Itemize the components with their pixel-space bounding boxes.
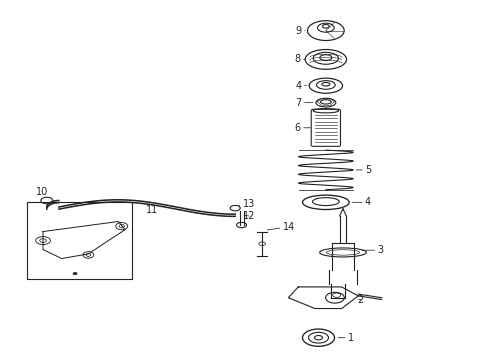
Text: 4: 4	[296, 81, 306, 91]
Text: 10: 10	[36, 187, 48, 197]
Ellipse shape	[73, 273, 77, 275]
Text: 14: 14	[268, 222, 295, 232]
Text: 5: 5	[356, 165, 371, 175]
Text: 1: 1	[338, 333, 354, 343]
Text: 12: 12	[243, 211, 255, 221]
Text: 6: 6	[294, 123, 310, 133]
Bar	[27, 202, 132, 279]
Text: 3: 3	[363, 245, 384, 255]
Text: 2: 2	[358, 294, 364, 305]
Text: 7: 7	[295, 98, 313, 108]
Text: 8: 8	[294, 54, 305, 64]
Text: 9: 9	[296, 26, 305, 36]
Text: 13: 13	[239, 199, 255, 209]
Text: 4: 4	[352, 197, 371, 207]
Text: 11: 11	[146, 204, 158, 215]
